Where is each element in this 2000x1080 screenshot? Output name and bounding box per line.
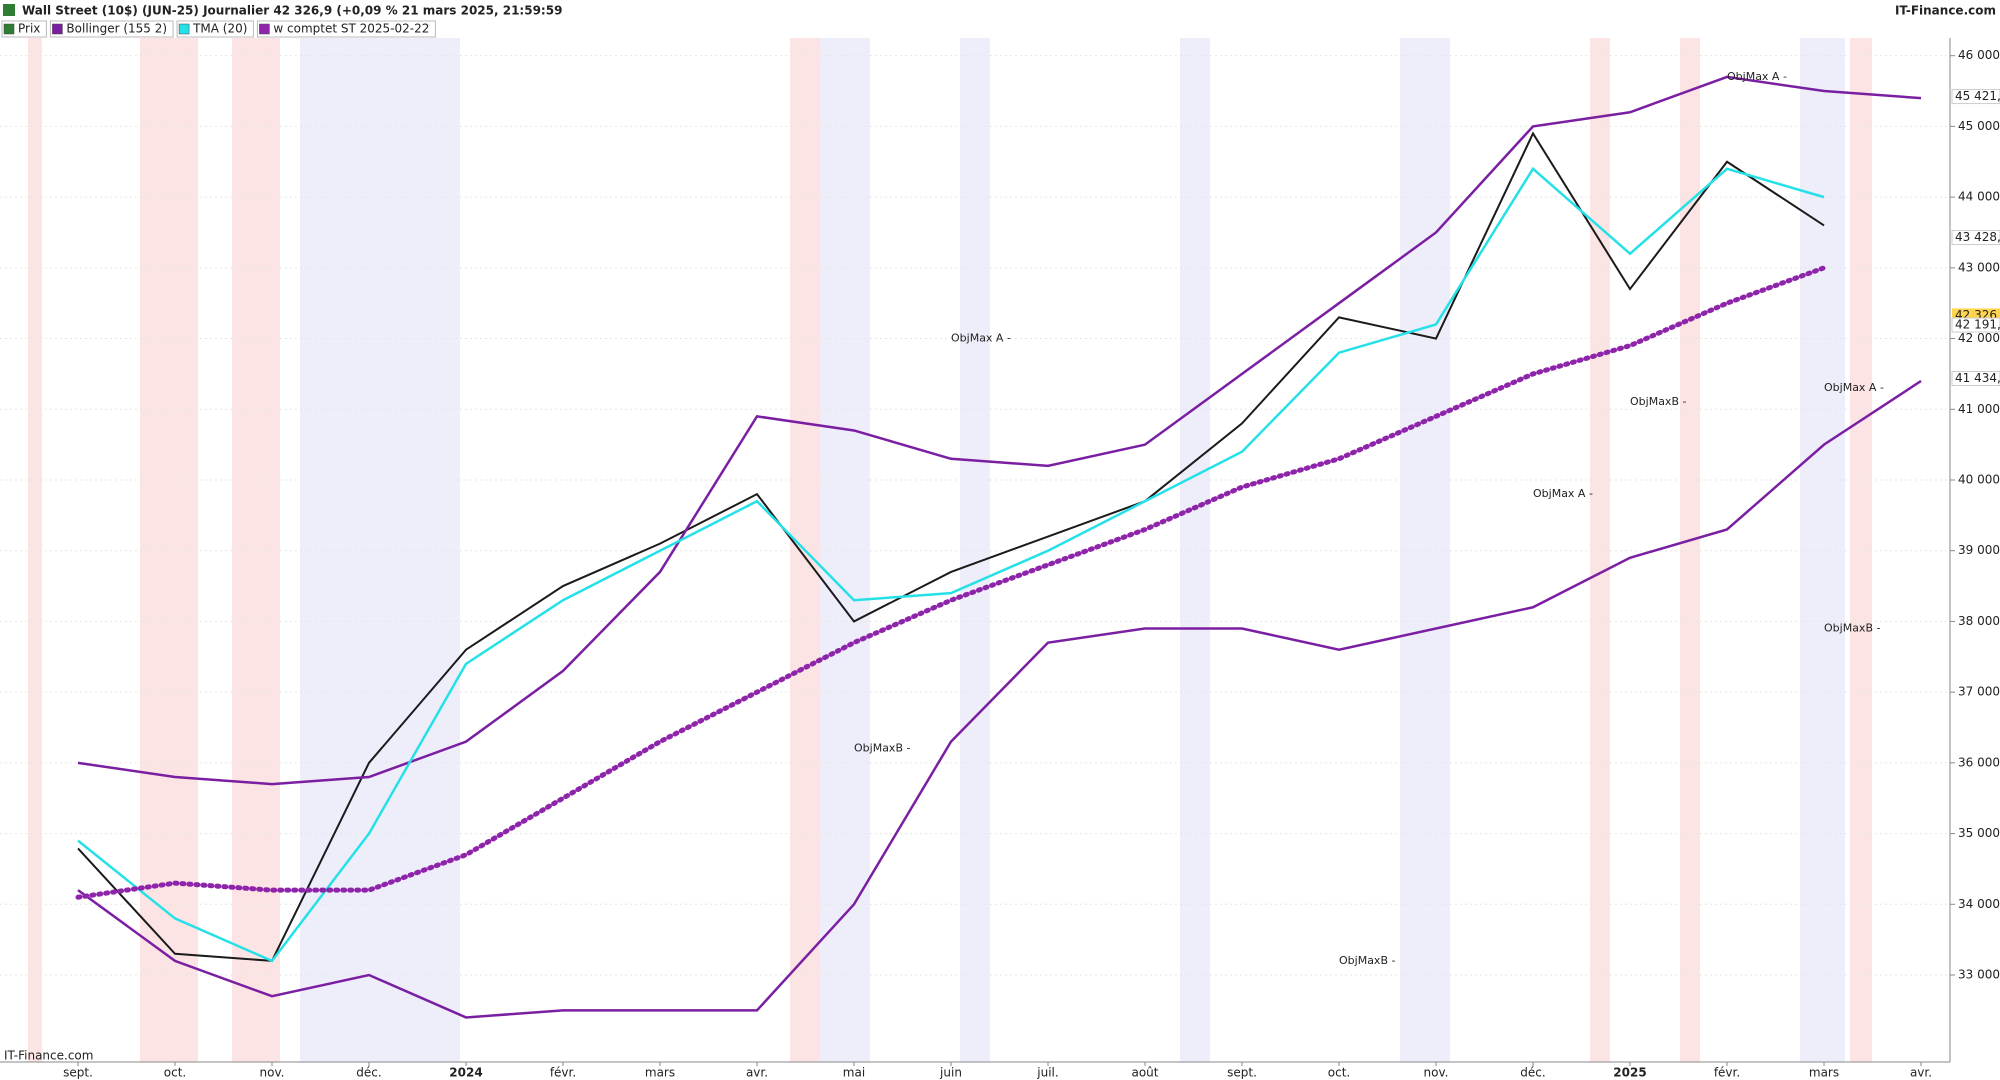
- y-tick-label: 38 000: [1958, 614, 2000, 628]
- x-tick-label: 2025: [1613, 1066, 1646, 1080]
- x-tick-label: mars: [1809, 1066, 1839, 1080]
- site-bottom: IT-Finance.com: [4, 1049, 93, 1063]
- price-label-box: [1951, 89, 2000, 105]
- annotation: ObjMax A -: [1727, 70, 1787, 83]
- x-tick-label: 2024: [449, 1066, 482, 1080]
- legend-swatch: [52, 23, 63, 35]
- legend-swatch: [3, 23, 15, 35]
- x-tick-label: déc.: [356, 1066, 381, 1080]
- legend-swatch: [259, 23, 270, 35]
- legend-frame: [1, 20, 47, 38]
- x-tick-label: févr.: [550, 1066, 576, 1080]
- y-tick-label: 44 000: [1958, 190, 2000, 204]
- series-line: [77, 166, 1825, 963]
- x-tick-label: déc.: [1520, 1066, 1545, 1080]
- price-label: 41 434,9: [1955, 371, 2000, 385]
- x-tick-label: nov.: [260, 1066, 285, 1080]
- y-tick-label: 42 000: [1958, 331, 2000, 345]
- y-tick-label: 40 000: [1958, 472, 2000, 486]
- legend-frame: [49, 20, 174, 38]
- x-tick-label: févr.: [1714, 1066, 1740, 1080]
- series-line: [77, 379, 1922, 1019]
- annotation: ObjMax A -: [1533, 487, 1593, 500]
- price-label-box: [1951, 317, 2000, 333]
- band: [1180, 38, 1210, 1062]
- annotation: ObjMaxB -: [1824, 621, 1880, 634]
- y-tick-label: 34 000: [1958, 897, 2000, 911]
- series-line: [77, 75, 1922, 786]
- signal-bands: [28, 38, 1872, 1062]
- annotation: ObjMax A -: [1824, 381, 1884, 394]
- band: [1400, 38, 1450, 1062]
- price-label-box: [1951, 230, 2000, 246]
- series-line: [77, 131, 1825, 962]
- legend-frame: [176, 20, 254, 38]
- x-tick-label: août: [1131, 1066, 1158, 1080]
- legend-label: Bollinger (155 2): [66, 22, 167, 36]
- legend-label: Prix: [18, 22, 40, 36]
- x-tick-label: mars: [645, 1066, 675, 1080]
- y-tick-label: 35 000: [1958, 826, 2000, 840]
- price-label: 43 428,3: [1955, 230, 2000, 244]
- price-label: 42 191,2: [1955, 318, 2000, 332]
- header-bar: [0, 0, 2000, 20]
- band: [1590, 38, 1610, 1062]
- x-tick-label: sept.: [63, 1066, 93, 1080]
- x-tick-label: juil.: [1036, 1066, 1058, 1080]
- band: [28, 38, 42, 1062]
- legend: Prix Bollinger (155 2) TMA (20) w comptet S…: [1, 20, 436, 38]
- x-tick-label: sept.: [1227, 1066, 1257, 1080]
- site-top: IT-Finance.com: [1895, 4, 1996, 18]
- legend-frame: [256, 20, 436, 38]
- band: [1680, 38, 1700, 1062]
- x-tick-label: mai: [843, 1066, 865, 1080]
- legend-swatch: [178, 23, 190, 35]
- band: [820, 38, 870, 1062]
- legend-label: w comptet ST 2025-02-22: [273, 22, 429, 36]
- y-tick-label: 46 000: [1958, 48, 2000, 62]
- y-tick-label: 45 000: [1958, 119, 2000, 133]
- y-tick-label: 36 000: [1958, 755, 2000, 769]
- annotation: ObjMaxB -: [1630, 395, 1686, 408]
- band: [1800, 38, 1845, 1062]
- x-tick-label: juin: [939, 1066, 962, 1080]
- legend-label: TMA (20): [192, 22, 247, 36]
- y-tick-label: 43 000: [1958, 260, 2000, 274]
- band: [140, 38, 198, 1062]
- annotation: ObjMaxB -: [1339, 954, 1395, 967]
- x-tick-label: avr.: [746, 1066, 768, 1080]
- header-title: Wall Street (10$) (JUN-25) Journalier 42…: [22, 4, 562, 18]
- y-tick-label: 37 000: [1958, 685, 2000, 699]
- header-icon: [3, 4, 15, 16]
- band: [1850, 38, 1872, 1062]
- y-tick-label: 33 000: [1958, 968, 2000, 982]
- price-label: 45 421,8: [1955, 89, 2000, 103]
- x-tick-label: oct.: [1328, 1066, 1350, 1080]
- annotation: ObjMax A -: [951, 332, 1011, 345]
- x-tick-label: oct.: [164, 1066, 186, 1080]
- price-label-box: [1951, 371, 2000, 387]
- series-line: [75, 265, 1827, 900]
- y-tick-label: 41 000: [1958, 402, 2000, 416]
- band: [300, 38, 460, 1062]
- band: [232, 38, 280, 1062]
- annotation: ObjMaxB -: [854, 742, 910, 755]
- band: [960, 38, 990, 1062]
- y-tick-label: 39 000: [1958, 543, 2000, 557]
- x-tick-label: avr.: [1910, 1066, 1932, 1080]
- x-tick-label: nov.: [1424, 1066, 1449, 1080]
